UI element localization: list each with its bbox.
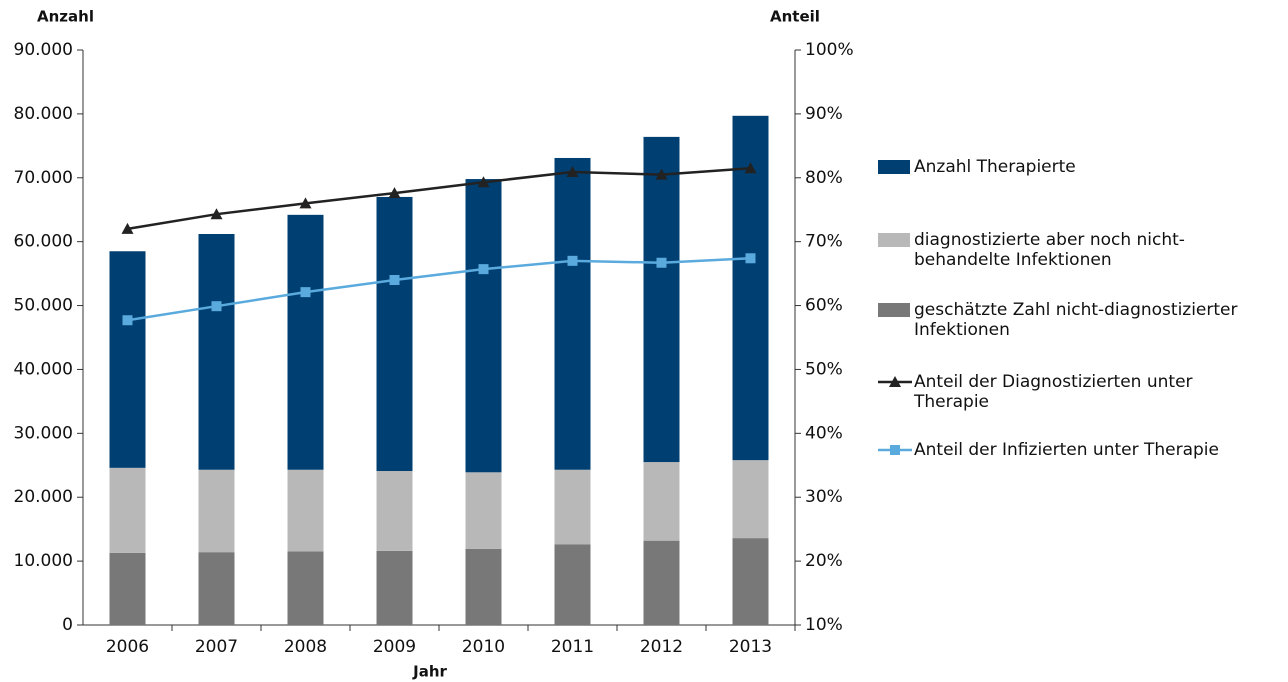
legend-label: diagnostizierte aber noch nicht-behandel… [914, 230, 1185, 270]
marker [300, 287, 311, 298]
marker [122, 315, 133, 326]
bar [109, 467, 146, 553]
y2-tick-label: 30% [805, 487, 843, 507]
x-tick-label: 2009 [373, 637, 416, 657]
bar [554, 469, 591, 545]
bar [732, 115, 769, 461]
y2-tick-label: 100% [805, 40, 854, 60]
legend-box [878, 233, 910, 247]
y-tick-label: 90.000 [14, 40, 73, 60]
bar [287, 551, 324, 625]
y2-tick-label: 40% [805, 423, 843, 443]
x-tick-label: 2008 [284, 637, 327, 657]
bar [287, 469, 324, 552]
marker [567, 255, 578, 266]
y2-axis-title: Anteil [770, 8, 820, 26]
legend-label: Anzahl Therapierte [914, 157, 1076, 177]
marker [211, 301, 222, 312]
marker [477, 176, 490, 188]
legend-box [878, 303, 910, 317]
y-tick-label: 0 [62, 615, 73, 635]
bar [287, 214, 324, 470]
y2-tick-label: 90% [805, 104, 843, 124]
x-tick-label: 2013 [729, 637, 772, 657]
x-tick-label: 2012 [640, 637, 683, 657]
bar [198, 234, 235, 470]
marker [478, 264, 489, 275]
bar [109, 251, 146, 468]
bar [643, 136, 680, 463]
legend-box [878, 160, 910, 174]
marker [745, 253, 756, 264]
marker [121, 222, 134, 234]
marker [744, 162, 757, 174]
y-tick-label: 70.000 [14, 168, 73, 188]
bar [376, 196, 413, 472]
x-tick-label: 2007 [195, 637, 238, 657]
legend-label: Anteil der Infizierten unter Therapie [914, 440, 1219, 460]
marker [656, 257, 667, 268]
y-tick-label: 30.000 [14, 423, 73, 443]
x-axis-title: Jahr [412, 663, 447, 681]
marker [388, 187, 401, 199]
bar [643, 462, 680, 541]
legend-entry: geschätzte Zahl nicht-diagnostizierter I… [878, 300, 1278, 340]
line [127, 166, 751, 231]
marker [389, 275, 400, 285]
y2-tick-label: 10% [805, 615, 843, 635]
y2-tick-label: 50% [805, 359, 843, 379]
bar [465, 548, 502, 625]
legend-entry: Anteil der Diagnostizierten unter Therap… [878, 372, 1278, 412]
bar [109, 552, 146, 625]
marker [566, 166, 579, 178]
bar [376, 550, 413, 625]
y-tick-label: 40.000 [14, 359, 73, 379]
y-tick-label: 20.000 [14, 487, 73, 507]
bar [376, 471, 413, 551]
legend-label: geschätzte Zahl nicht-diagnostizierter I… [914, 300, 1238, 340]
legend-marker [889, 376, 901, 387]
legend-entry: Anteil der Infizierten unter Therapie [878, 440, 1278, 460]
legend-swatch [878, 303, 910, 317]
bar [732, 538, 769, 625]
bar [465, 179, 502, 473]
y2-tick-label: 20% [805, 551, 843, 571]
x-tick-label: 2010 [462, 637, 505, 657]
bar [198, 552, 235, 625]
legend-entry: diagnostizierte aber noch nicht-behandel… [878, 230, 1278, 270]
y2-tick-label: 60% [805, 296, 843, 316]
bar [198, 469, 235, 553]
bar [643, 540, 680, 625]
marker [210, 208, 223, 220]
y-tick-label: 50.000 [14, 296, 73, 316]
bar [465, 472, 502, 549]
x-tick-label: 2006 [106, 637, 149, 657]
bar [732, 460, 769, 539]
line [127, 257, 751, 322]
y-tick-label: 10.000 [14, 551, 73, 571]
y-tick-label: 60.000 [14, 232, 73, 252]
y2-tick-label: 70% [805, 232, 843, 252]
marker [299, 197, 312, 209]
legend-swatch [878, 376, 912, 387]
legend-label: Anteil der Diagnostizierten unter Therap… [914, 372, 1193, 412]
x-tick-label: 2011 [551, 637, 594, 657]
y-axis-title: Anzahl [37, 8, 94, 26]
legend-swatch [878, 445, 912, 455]
marker [655, 168, 668, 180]
y-tick-label: 80.000 [14, 104, 73, 124]
legend-marker [890, 445, 900, 455]
bar [554, 544, 591, 625]
legend-entry: Anzahl Therapierte [878, 157, 1278, 177]
legend-swatch [878, 160, 910, 174]
y2-tick-label: 80% [805, 168, 843, 188]
bar [554, 157, 591, 470]
legend-swatch [878, 233, 910, 247]
